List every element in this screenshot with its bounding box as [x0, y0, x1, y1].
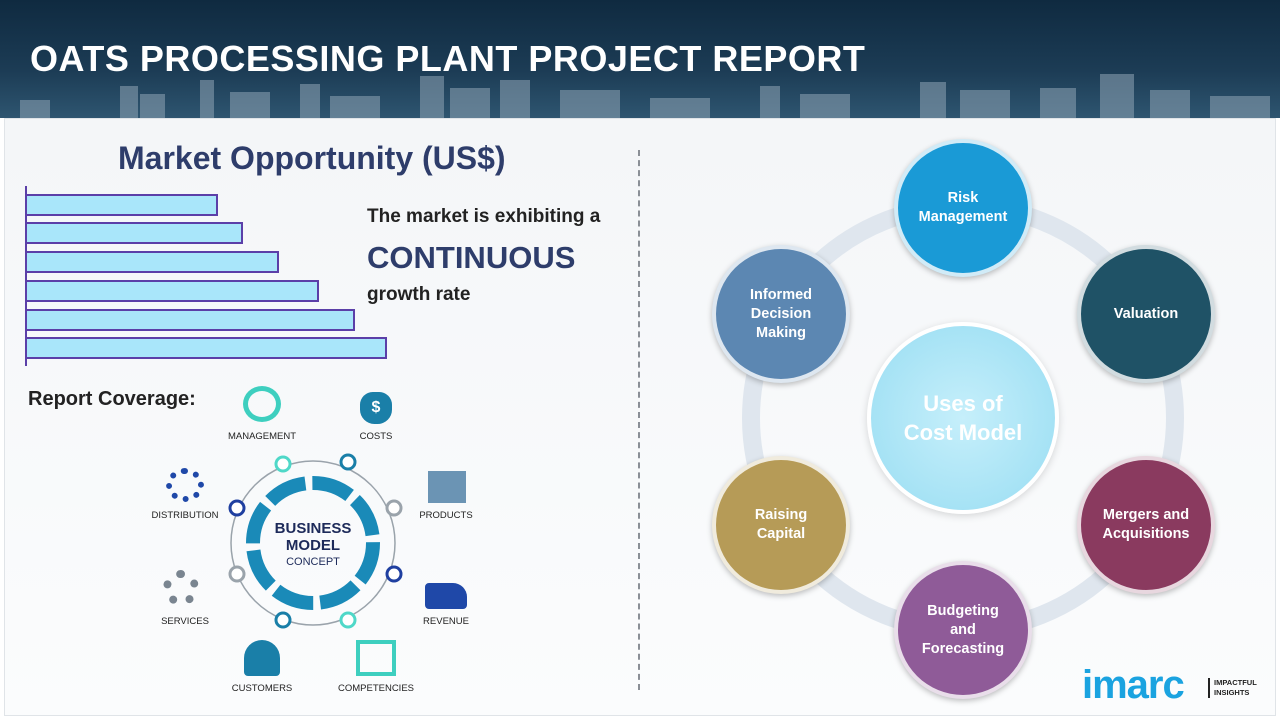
divider [638, 150, 640, 690]
market-bar [27, 309, 355, 331]
org-chart-icon [356, 640, 396, 676]
user-icon [244, 640, 280, 676]
coverage-item-costs: COSTS [359, 431, 393, 442]
hand-coins-icon [425, 583, 467, 609]
tagline-1: IMPACTFUL [1214, 678, 1257, 687]
uses-node-label: Mergers and Acquisitions [1102, 507, 1190, 542]
coverage-item-services: SERVICES [161, 616, 209, 627]
market-heading: Market Opportunity (US$) [118, 140, 506, 176]
uses-node: Raising Capital [712, 456, 850, 594]
market-bar [27, 222, 243, 244]
box-icon [428, 471, 466, 503]
market-bar [27, 194, 218, 216]
coverage-item-management: MANAGEMENT [227, 431, 297, 442]
market-bar [27, 251, 279, 273]
lightbulb-cycle-icon [243, 386, 281, 422]
content-panel [4, 118, 1276, 716]
coverage-item-customers: CUSTOMERS [231, 683, 293, 694]
uses-node-label: Budgeting and Forecasting [921, 602, 1005, 657]
uses-node: Risk Management [894, 139, 1032, 277]
business-model-center: BUSINESS MODEL CONCEPT [253, 520, 373, 571]
header-banner: OATS PROCESSING PLANT PROJECT REPORT [0, 0, 1280, 118]
uses-node-label: Valuation [1113, 305, 1179, 322]
coverage-item-products: PRODUCTS [419, 510, 473, 521]
logo-tagline: IMPACTFUL INSIGHTS [1208, 678, 1257, 698]
uses-node-label: Raising Capital [754, 507, 808, 542]
uses-node-label: Informed Decision Making [749, 286, 813, 341]
market-text-line1: The market is exhibiting a [367, 206, 601, 227]
center-line3: CONCEPT [286, 556, 340, 568]
page-title: OATS PROCESSING PLANT PROJECT REPORT [30, 38, 866, 79]
coverage-item-revenue: REVENUE [423, 616, 469, 627]
uses-node: Mergers and Acquisitions [1077, 456, 1215, 594]
coverage-item-competencies: COMPETENCIES [337, 683, 414, 694]
coverage-label: Report Coverage: [28, 388, 196, 410]
bar-axis [25, 186, 27, 366]
uses-node: Budgeting and Forecasting [894, 561, 1032, 699]
center-line1: BUSINESS [274, 520, 352, 537]
network-icon [166, 468, 204, 502]
market-emphasis: CONTINUOUS [367, 240, 576, 275]
center-line2: MODEL [285, 537, 341, 554]
uses-node: Informed Decision Making [712, 245, 850, 383]
gears-icon [163, 570, 199, 606]
money-bag-icon: $ [360, 392, 392, 424]
uses-node-label: Risk Management [918, 190, 1008, 225]
uses-center: Uses of Cost Model [867, 322, 1059, 514]
uses-node: Valuation [1077, 245, 1215, 383]
business-model-ring [228, 453, 403, 629]
market-text-line2: growth rate [367, 284, 471, 305]
market-bar [27, 280, 319, 302]
market-bar [27, 337, 387, 359]
imarc-logo: imarc [1082, 663, 1185, 707]
tagline-2: INSIGHTS [1214, 688, 1250, 697]
skyline-graphic [20, 74, 1270, 118]
coverage-item-distribution: DISTRIBUTION [151, 510, 219, 521]
